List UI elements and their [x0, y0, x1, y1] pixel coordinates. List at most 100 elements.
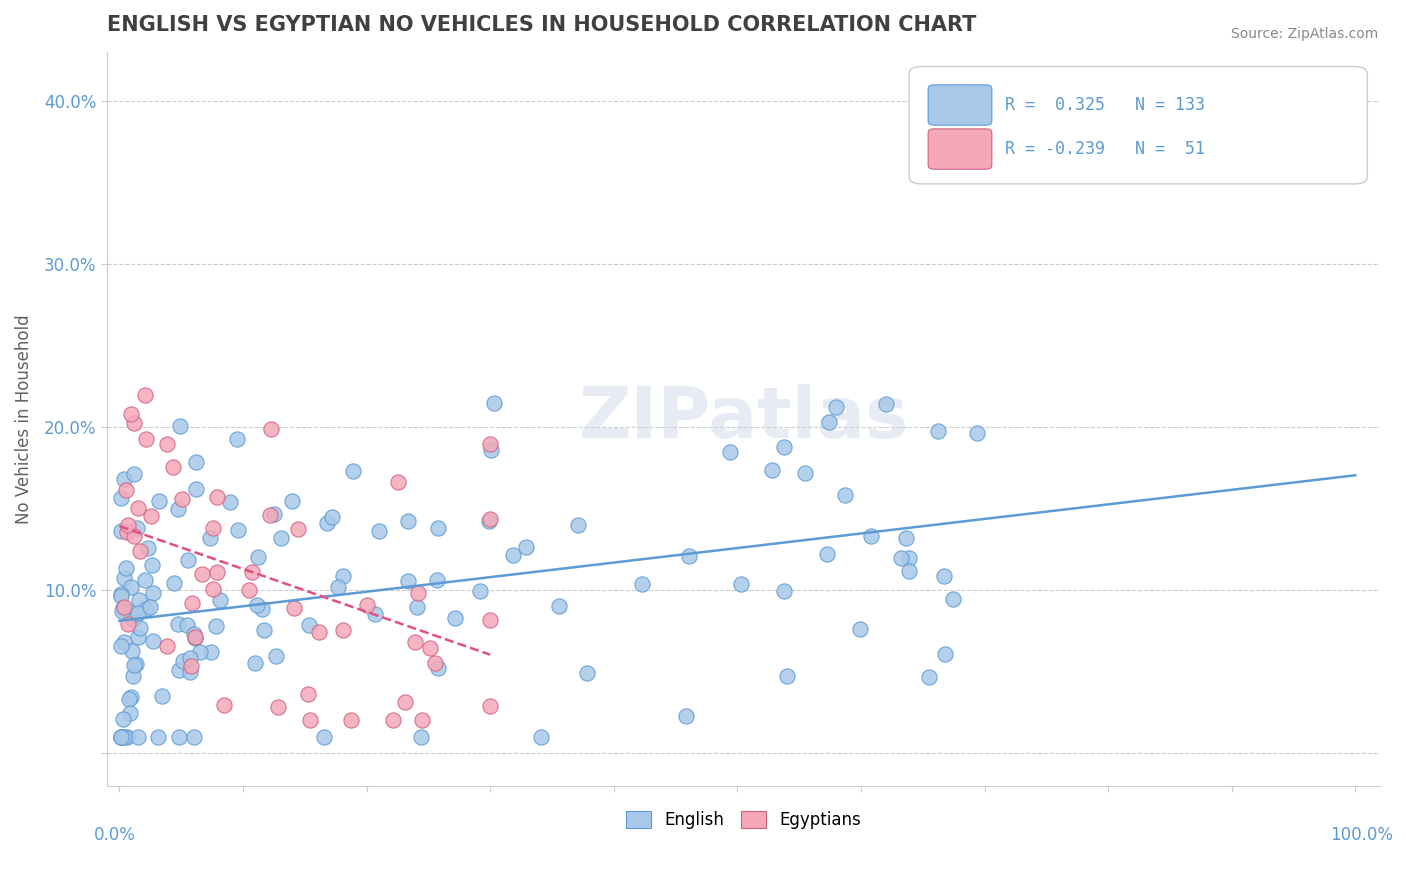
Point — [426, 661, 449, 675]
Point — [934, 568, 956, 582]
Point — [120, 690, 142, 704]
Point — [530, 730, 553, 744]
Point — [773, 584, 796, 599]
Point — [631, 577, 654, 591]
Point — [214, 698, 236, 712]
Point — [138, 599, 160, 614]
Y-axis label: No Vehicles in Household: No Vehicles in Household — [15, 314, 32, 524]
Point — [548, 599, 571, 614]
Point — [404, 635, 426, 649]
Text: 100.0%: 100.0% — [1330, 826, 1393, 844]
Point — [773, 440, 796, 454]
Point — [875, 397, 897, 411]
Point — [259, 508, 281, 523]
Point — [111, 730, 134, 744]
Point — [567, 517, 589, 532]
Point — [167, 663, 190, 677]
Point — [110, 640, 132, 654]
Point — [183, 730, 205, 744]
Legend: English, Egyptians: English, Egyptians — [620, 805, 868, 836]
Point — [141, 509, 163, 524]
Point — [117, 518, 139, 533]
Point — [364, 607, 387, 621]
Point — [482, 396, 505, 410]
Point — [179, 650, 201, 665]
Point — [112, 599, 135, 614]
Point — [209, 593, 232, 607]
Point — [332, 568, 354, 582]
Point — [267, 700, 290, 714]
Point — [112, 635, 135, 649]
Point — [115, 730, 138, 744]
Point — [120, 407, 142, 421]
Point — [479, 442, 502, 457]
Point — [238, 582, 260, 597]
Point — [918, 670, 941, 684]
Point — [115, 525, 138, 540]
Point — [342, 464, 364, 478]
Point — [200, 644, 222, 658]
Point — [188, 645, 211, 659]
Point — [110, 730, 132, 744]
Point — [184, 454, 207, 468]
Point — [110, 589, 132, 603]
Point — [426, 574, 449, 588]
FancyBboxPatch shape — [928, 128, 991, 169]
Point — [172, 492, 194, 507]
Point — [515, 540, 537, 554]
Point — [243, 656, 266, 670]
Point — [127, 521, 149, 535]
Point — [128, 592, 150, 607]
Text: ZIPatlas: ZIPatlas — [578, 384, 908, 453]
Point — [818, 415, 841, 429]
Point — [966, 426, 988, 441]
Point — [730, 577, 752, 591]
Point — [281, 494, 304, 508]
Point — [246, 598, 269, 612]
Point — [283, 601, 305, 615]
Text: R =  0.325   N = 133: R = 0.325 N = 133 — [1004, 95, 1205, 113]
Point — [411, 714, 433, 728]
Point — [180, 659, 202, 673]
Point — [419, 640, 441, 655]
Point — [110, 524, 132, 538]
Point — [794, 467, 817, 481]
Point — [897, 564, 920, 578]
Point — [298, 617, 321, 632]
Point — [167, 730, 190, 744]
Point — [112, 730, 135, 744]
Point — [134, 388, 156, 402]
Point — [118, 691, 141, 706]
Text: ENGLISH VS EGYPTIAN NO VEHICLES IN HOUSEHOLD CORRELATION CHART: ENGLISH VS EGYPTIAN NO VEHICLES IN HOUSE… — [107, 15, 976, 35]
Point — [368, 524, 391, 538]
Point — [118, 706, 141, 720]
Point — [308, 625, 330, 640]
Point — [127, 606, 149, 620]
Point — [201, 520, 224, 534]
Point — [264, 649, 287, 664]
Point — [409, 730, 432, 744]
Point — [260, 422, 283, 436]
Point — [125, 657, 148, 671]
Point — [183, 626, 205, 640]
Point — [824, 400, 846, 414]
Point — [146, 730, 169, 744]
Point — [156, 639, 179, 653]
Point — [127, 730, 149, 744]
Point — [207, 566, 229, 580]
Point — [298, 714, 321, 728]
Point — [129, 621, 152, 635]
Point — [142, 633, 165, 648]
Point — [396, 514, 419, 528]
Point — [405, 600, 427, 615]
Point — [263, 507, 285, 521]
Point — [479, 437, 502, 451]
Point — [479, 511, 502, 525]
Point — [247, 549, 270, 564]
Point — [110, 730, 132, 744]
Point — [112, 571, 135, 585]
Point — [167, 617, 190, 632]
Point — [942, 591, 965, 606]
Point — [718, 444, 741, 458]
Point — [110, 730, 132, 744]
